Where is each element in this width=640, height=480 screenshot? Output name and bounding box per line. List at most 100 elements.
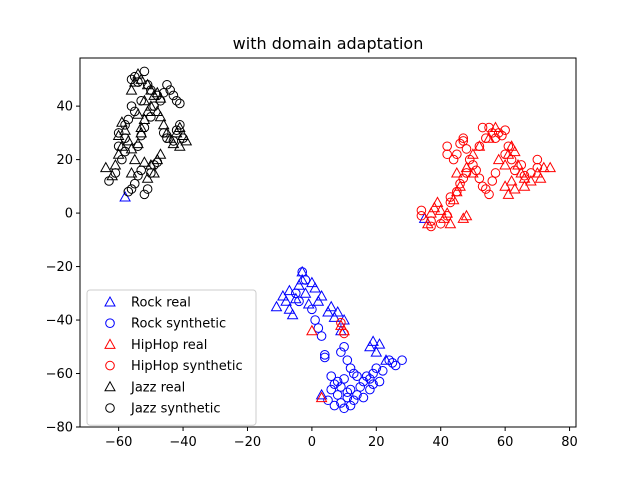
data-point <box>503 141 514 152</box>
y-tick-label: −20 <box>46 260 73 275</box>
data-point <box>296 273 309 285</box>
data-point <box>467 148 479 159</box>
data-point <box>280 295 292 306</box>
data-point <box>336 398 346 408</box>
data-point <box>112 129 125 140</box>
data-point <box>352 390 362 400</box>
data-point <box>416 205 427 216</box>
data-point <box>358 376 369 387</box>
data-point <box>319 350 330 360</box>
data-point <box>138 94 151 106</box>
data-point <box>113 141 124 152</box>
points-layer <box>99 66 557 414</box>
data-point <box>532 154 543 165</box>
data-point <box>461 144 472 154</box>
data-point <box>133 141 143 152</box>
data-point <box>447 193 460 205</box>
data-point <box>286 308 299 320</box>
data-point <box>171 125 182 135</box>
data-point <box>323 395 333 406</box>
data-point <box>335 319 347 330</box>
data-point <box>490 168 501 178</box>
data-point <box>455 138 465 149</box>
data-point <box>452 149 462 160</box>
data-point <box>175 98 185 109</box>
data-point <box>365 374 375 384</box>
data-point <box>270 300 283 312</box>
data-point <box>426 221 436 232</box>
data-point <box>508 182 521 194</box>
data-point <box>499 180 511 191</box>
data-point <box>116 140 128 151</box>
data-point <box>358 392 369 403</box>
data-point <box>428 201 441 213</box>
data-point <box>142 79 153 90</box>
data-point <box>487 176 498 186</box>
data-point <box>532 162 543 173</box>
data-point <box>302 297 315 309</box>
data-point <box>484 189 494 200</box>
data-point <box>510 165 520 176</box>
data-point <box>390 360 401 371</box>
data-point <box>526 168 536 178</box>
data-point <box>178 133 188 144</box>
data-point <box>129 106 140 117</box>
legend-box <box>86 289 257 426</box>
data-point <box>342 387 353 398</box>
data-point <box>120 133 130 144</box>
data-point <box>162 133 172 144</box>
data-point <box>117 154 127 165</box>
data-point <box>438 212 450 223</box>
y-tick-label: −40 <box>46 314 73 329</box>
data-point <box>126 101 137 111</box>
data-point <box>326 384 337 395</box>
data-point <box>365 384 375 395</box>
data-point <box>136 165 146 176</box>
data-point <box>138 156 151 167</box>
data-point <box>348 368 359 379</box>
data-point <box>141 172 154 183</box>
legend-label: Jazz synthetic <box>130 402 220 417</box>
data-point <box>464 154 475 165</box>
data-point <box>307 304 317 315</box>
data-point <box>454 180 466 191</box>
data-point <box>162 79 172 90</box>
data-point <box>158 128 169 138</box>
data-point <box>142 184 153 194</box>
data-point <box>380 354 392 365</box>
data-point <box>125 84 138 95</box>
data-point <box>361 371 372 381</box>
data-point <box>505 174 518 186</box>
data-point <box>315 289 328 301</box>
data-point <box>123 114 134 125</box>
data-point <box>146 85 156 95</box>
data-point <box>168 136 179 146</box>
x-tick-label: −20 <box>234 435 261 450</box>
data-point <box>339 403 349 414</box>
data-point <box>431 196 444 207</box>
data-point <box>525 174 537 186</box>
x-tick-label: 40 <box>432 435 449 450</box>
data-point <box>126 184 137 194</box>
legend-label: Rock real <box>131 296 191 311</box>
data-point <box>370 346 383 357</box>
data-point <box>325 300 338 312</box>
data-point <box>319 352 330 363</box>
data-point <box>122 134 135 146</box>
y-tick-label: −80 <box>46 421 73 436</box>
data-point <box>368 368 378 379</box>
data-point <box>508 145 521 157</box>
data-point <box>474 173 485 184</box>
data-point <box>455 178 465 189</box>
data-point <box>371 363 382 373</box>
data-point <box>445 197 456 208</box>
data-point <box>170 126 183 138</box>
data-point <box>126 74 137 85</box>
data-point <box>283 284 296 296</box>
data-point <box>331 305 344 317</box>
data-point <box>148 89 160 100</box>
data-point <box>139 189 150 200</box>
data-point <box>516 160 527 170</box>
data-point <box>104 176 114 186</box>
data-point <box>277 289 289 301</box>
